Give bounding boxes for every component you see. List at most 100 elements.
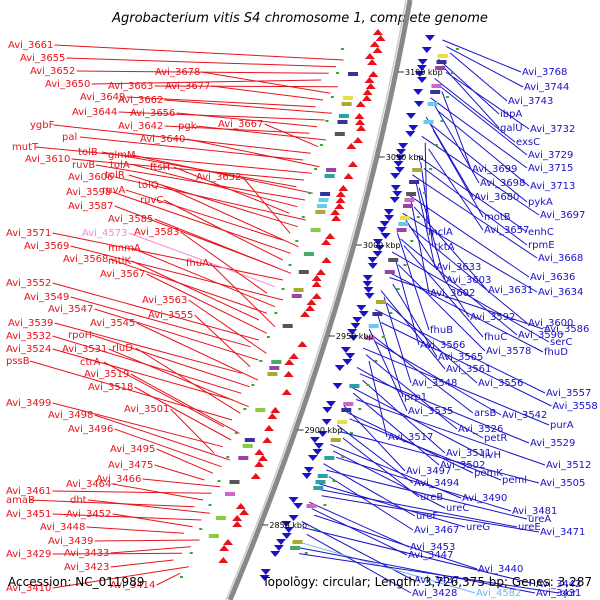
left-connector	[188, 299, 267, 354]
feature-box-left	[317, 204, 327, 208]
feature-mark-left	[219, 545, 230, 551]
feature-box-left	[303, 252, 314, 256]
right-connector	[343, 405, 406, 472]
left-gene-label: Avi_3610	[25, 154, 70, 165]
feature-tick-right	[440, 120, 444, 122]
right-connector	[403, 245, 484, 338]
left-gene-label: glmM	[108, 150, 136, 161]
right-gene-label: Avi_3467	[414, 525, 459, 536]
left-connector	[130, 373, 240, 434]
feature-mark-right	[414, 101, 424, 107]
right-gene-label: Avi_3592	[470, 312, 515, 323]
feature-mark-right	[288, 497, 299, 503]
right-gene-label: fhuB	[430, 325, 453, 336]
feature-box-left	[310, 228, 321, 232]
left-connector	[154, 218, 292, 274]
feature-tick-left	[234, 432, 238, 434]
left-connector	[156, 448, 214, 474]
feature-mark-right	[367, 263, 378, 269]
left-gene-label: tolQ	[138, 180, 159, 191]
feature-mark-left	[325, 233, 336, 239]
feature-mark-right	[390, 185, 401, 191]
right-gene-label: Avi_3634	[538, 287, 583, 298]
feature-mark-left	[330, 209, 341, 215]
right-gene-label: purA	[550, 420, 574, 431]
right-connector	[383, 296, 412, 384]
left-connector	[211, 85, 324, 101]
feature-mark-right	[395, 155, 406, 161]
left-connector	[156, 572, 181, 586]
feature-box-left	[320, 192, 331, 196]
right-connector	[365, 354, 458, 430]
feature-tick-left	[314, 168, 318, 170]
right-connector	[415, 181, 436, 268]
feature-mark-right	[417, 59, 428, 65]
left-gene-label: Avi_3644	[72, 107, 117, 118]
right-gene-label: Avi_3603	[446, 275, 491, 286]
feature-box-right	[409, 180, 420, 184]
right-gene-label: fhuD	[544, 347, 568, 358]
feature-mark-left	[239, 509, 250, 515]
feature-tick-left	[319, 144, 323, 146]
feature-box-right	[388, 258, 399, 262]
right-connector	[349, 418, 502, 481]
left-gene-label: ruvA	[102, 185, 125, 196]
feature-mark-left	[356, 125, 367, 131]
right-connector	[396, 232, 430, 331]
left-connector	[186, 138, 320, 168]
right-gene-label: Avi_3698	[480, 178, 525, 189]
feature-tick-left	[259, 360, 263, 362]
left-connector	[133, 164, 298, 208]
feature-tick-left	[208, 504, 212, 506]
left-gene-label: Avi_3547	[48, 304, 93, 315]
left-gene-label: Avi_3549	[24, 292, 69, 303]
kbp-label: 3050 kbp	[386, 153, 424, 162]
feature-box-left	[282, 324, 293, 328]
right-gene-label: Avi_3602	[430, 288, 475, 299]
right-connector	[416, 155, 528, 233]
right-gene-labels: Avi_3768 Avi_3744 Avi_3743 ibpA galU Avi_3732…	[388, 67, 598, 599]
left-gene-label: Avi_3652	[30, 66, 75, 77]
left-connector	[29, 360, 233, 421]
left-connector	[146, 273, 268, 334]
right-gene-label: petR	[484, 433, 507, 444]
right-gene-label: Avi_3713	[530, 181, 575, 192]
feature-box-right	[412, 168, 423, 172]
feature-tick-left	[199, 528, 203, 530]
right-gene-label: Avi_3440	[478, 564, 523, 575]
feature-mark-left	[365, 83, 376, 89]
feature-mark-left	[335, 197, 346, 203]
right-connector	[420, 161, 434, 248]
left-connector	[52, 552, 183, 555]
accession-text: Accession: NC_011989	[8, 575, 144, 589]
right-connector	[441, 91, 472, 170]
right-connector	[421, 135, 540, 216]
left-connector	[52, 490, 212, 494]
feature-mark-right	[416, 65, 427, 71]
feature-tick-right	[358, 408, 362, 410]
left-connector	[134, 386, 232, 441]
left-connector	[112, 483, 204, 501]
left-connector	[94, 308, 259, 361]
feature-mark-right	[405, 131, 416, 137]
feature-box-left	[337, 120, 348, 124]
feature-box-left	[271, 360, 282, 364]
feature-mark-right	[413, 89, 424, 95]
left-connector	[196, 125, 326, 141]
feature-box-right	[406, 192, 417, 196]
feature-mark-right	[307, 455, 318, 461]
left-gene-label: ruvC	[140, 195, 163, 206]
right-gene-label: Avi_3497	[406, 466, 451, 477]
right-connector	[445, 45, 524, 88]
feature-tick-left	[295, 240, 299, 242]
left-connector	[242, 176, 291, 234]
right-connector	[359, 373, 530, 444]
left-gene-label: Avi_3531	[62, 344, 107, 355]
left-connector	[80, 136, 304, 161]
left-gene-label: Avi_3495	[110, 444, 155, 455]
feature-tick-left	[274, 312, 278, 314]
feature-mark-right	[373, 239, 383, 245]
kbp-label: 2900 kbp	[305, 426, 343, 435]
feature-box-right	[403, 204, 413, 208]
feature-box-left	[225, 492, 235, 496]
